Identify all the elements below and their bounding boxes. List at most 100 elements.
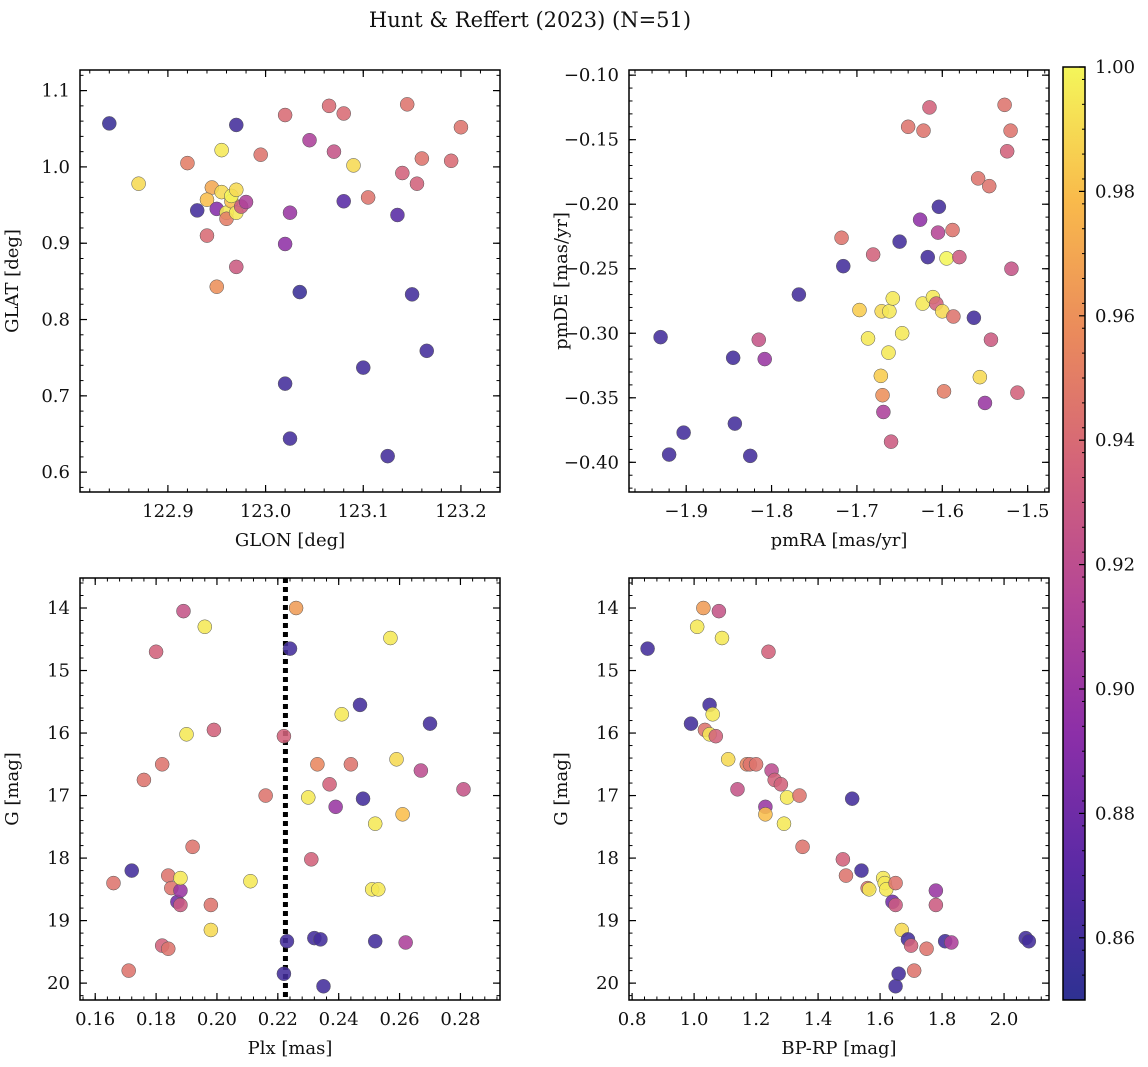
x-tick-label: 123.2 — [435, 501, 487, 522]
colorbar-tick-label: 0.86 — [1095, 928, 1135, 949]
data-point — [876, 404, 891, 420]
data-point — [313, 932, 328, 947]
data-point — [124, 863, 139, 878]
data-point — [791, 287, 807, 302]
data-point — [900, 119, 916, 135]
y-tick-label: −0.40 — [564, 452, 619, 473]
data-point — [276, 728, 292, 744]
data-point — [720, 752, 736, 767]
data-point — [683, 716, 699, 731]
data-point — [214, 142, 229, 158]
data-point — [173, 897, 188, 913]
data-point — [161, 941, 176, 956]
data-point — [977, 395, 993, 411]
panel-glon-glat: GLON [deg] GLAT [deg] 122.9 123.0 123.1 123… — [2, 69, 501, 551]
data-point — [936, 384, 952, 399]
data-point — [773, 777, 789, 792]
data-point — [875, 387, 890, 403]
data-point — [456, 782, 471, 797]
y-tick-label: 15 — [596, 661, 619, 682]
data-point — [422, 716, 438, 731]
x-tick-label: 123.1 — [337, 501, 389, 522]
data-point — [258, 788, 273, 803]
x-tick-label: 0.8 — [618, 1009, 647, 1030]
y-tick-label: 0.8 — [41, 310, 70, 331]
panel-plx-g: Plx [mas] G [mag] 0.16 0.18 0.20 0.22 0.24 0.… — [2, 577, 501, 1059]
data-point — [888, 875, 903, 891]
data-point — [930, 225, 946, 240]
data-point — [970, 171, 986, 186]
data-point — [922, 100, 937, 115]
data-point — [148, 644, 164, 660]
data-point — [367, 816, 383, 831]
data-point — [834, 230, 849, 246]
data-point — [676, 425, 691, 440]
x-tick-label: 1.2 — [742, 1009, 771, 1030]
y-tick-label: 16 — [596, 723, 619, 744]
y-axis-label: pmDE [mas/yr] — [551, 212, 572, 350]
data-point — [861, 882, 877, 897]
data-point — [106, 875, 121, 891]
y-tick-label: 1.0 — [41, 157, 70, 178]
data-point — [944, 935, 959, 950]
data-point — [838, 868, 854, 883]
colorbar-tick-label: 0.88 — [1095, 803, 1135, 824]
data-point — [939, 251, 954, 266]
data-point — [279, 933, 295, 949]
data-point — [882, 304, 897, 319]
data-point — [253, 147, 268, 162]
x-tick-label: −1.7 — [835, 501, 879, 522]
data-point — [705, 707, 720, 722]
plot-frame — [79, 69, 501, 493]
data-point — [946, 309, 961, 324]
data-point — [328, 799, 343, 815]
x-axis-label: GLON [deg] — [235, 530, 345, 551]
data-point — [334, 707, 349, 722]
y-tick-label: 16 — [47, 723, 70, 744]
panel-pmra-pmde: pmRA [mas/yr] pmDE [mas/yr] −1.9 −1.8 −1.7… — [551, 65, 1050, 551]
data-point — [367, 933, 383, 949]
y-tick-label: −0.20 — [564, 194, 619, 215]
data-point — [708, 728, 724, 744]
data-point — [892, 234, 907, 249]
data-point — [792, 788, 807, 803]
data-point — [844, 791, 860, 806]
data-point — [302, 132, 317, 148]
data-point — [185, 839, 200, 855]
data-point — [131, 176, 146, 191]
x-tick-label: 0.24 — [319, 1009, 359, 1030]
data-point — [199, 192, 215, 207]
data-point — [209, 279, 224, 294]
colorbar: 0.86 0.88 0.90 0.92 0.94 0.96 0.98 1.00 — [1062, 57, 1135, 1001]
data-point — [419, 343, 434, 359]
y-tick-label: 14 — [596, 598, 619, 619]
data-point — [873, 368, 889, 384]
data-point — [640, 641, 655, 656]
data-point — [711, 603, 727, 619]
x-axis-label: Plx [mas] — [248, 1038, 333, 1059]
data-point — [883, 434, 899, 449]
data-point — [906, 963, 922, 978]
data-point — [795, 839, 810, 855]
y-tick-label: 1.1 — [41, 81, 70, 102]
y-axis-label: GLAT [deg] — [2, 229, 23, 333]
data-point — [336, 106, 351, 121]
data-point — [860, 331, 876, 346]
data-point — [277, 376, 293, 391]
data-point — [199, 228, 215, 243]
y-tick-label: −0.30 — [564, 323, 619, 344]
data-point — [180, 155, 195, 171]
data-point — [916, 123, 931, 138]
data-point — [1010, 385, 1025, 400]
data-point — [179, 727, 194, 742]
data-point — [355, 791, 371, 806]
data-point — [661, 447, 677, 462]
data-point — [277, 236, 293, 252]
y-tick-label: 17 — [47, 786, 70, 807]
data-point — [304, 852, 319, 867]
y-tick-label: 14 — [47, 598, 70, 619]
panel-bprp-g: BP-RP [mag] G [mag] 0.8 1.0 1.2 1.4 1.6 1.8 2.… — [551, 577, 1050, 1059]
data-point — [399, 97, 415, 112]
y-tick-label: −0.35 — [564, 388, 619, 409]
y-tick-label: 18 — [47, 848, 70, 869]
